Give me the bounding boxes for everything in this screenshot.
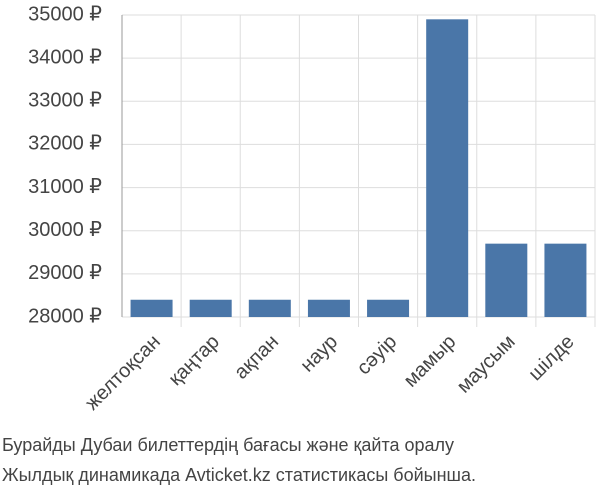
y-tick-label: 32000 ₽ bbox=[28, 133, 102, 155]
y-tick-label: 35000 ₽ bbox=[28, 3, 102, 25]
chart-title: Бурайды Дубаи билеттердің бағасы және қа… bbox=[2, 435, 454, 455]
y-tick-label: 34000 ₽ bbox=[28, 46, 102, 68]
x-tick-label: шілде bbox=[524, 331, 578, 385]
chart-title: Жылдық динамикада Avticket.kz статистика… bbox=[2, 465, 476, 485]
y-tick-label: 31000 ₽ bbox=[28, 176, 102, 198]
x-tick-label: сәуір bbox=[353, 331, 402, 380]
bar bbox=[307, 299, 350, 317]
bar bbox=[426, 19, 469, 318]
x-tick-label: мамыр bbox=[400, 331, 461, 392]
bar bbox=[130, 299, 173, 317]
bar bbox=[367, 299, 410, 317]
bar bbox=[485, 243, 528, 317]
y-tick-label: 30000 ₽ bbox=[28, 219, 102, 241]
bar bbox=[189, 299, 232, 317]
y-tick-label: 29000 ₽ bbox=[28, 262, 102, 284]
bar bbox=[544, 243, 587, 317]
x-tick-label: қаңтар bbox=[164, 331, 223, 390]
y-tick-label: 33000 ₽ bbox=[28, 90, 102, 112]
x-tick-label: маусым bbox=[453, 331, 520, 398]
y-tick-label: 28000 ₽ bbox=[28, 305, 102, 327]
x-tick-label: желтоқсан bbox=[81, 331, 165, 415]
x-tick-label: ақпан bbox=[230, 331, 283, 384]
bar bbox=[248, 299, 291, 317]
x-tick-label: наур bbox=[296, 331, 342, 377]
